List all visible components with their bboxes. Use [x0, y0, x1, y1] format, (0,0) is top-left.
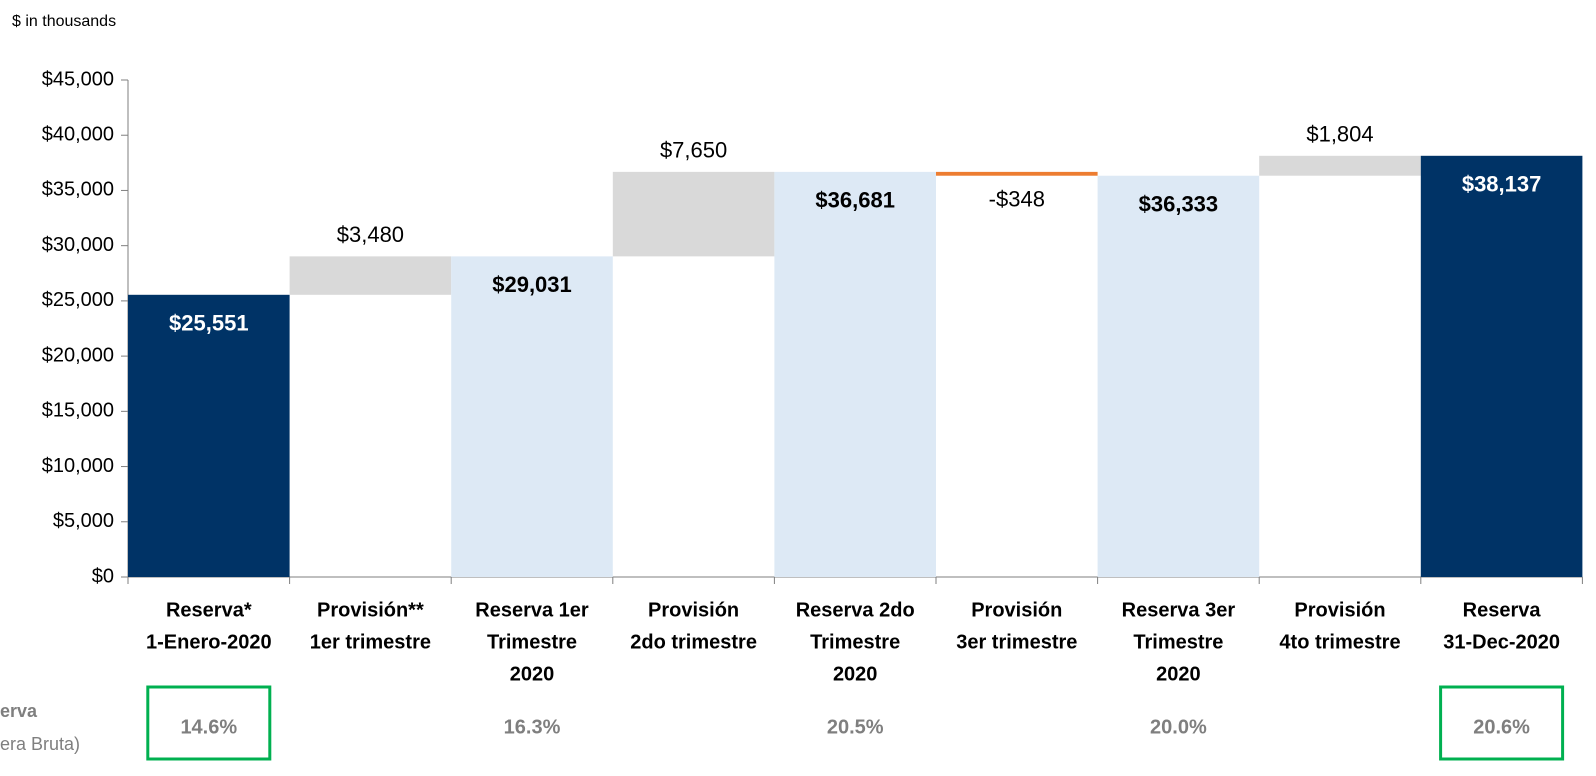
x-tick-label: Reserva*: [166, 599, 252, 621]
bar: [936, 171, 1098, 176]
value-label: $36,681: [815, 188, 895, 213]
x-tick-label: 1-Enero-2020: [146, 631, 272, 653]
x-tick-label: 2020: [1156, 663, 1201, 685]
value-label: $36,333: [1139, 192, 1219, 217]
x-tick-label: Reserva 3er: [1122, 599, 1236, 621]
value-label: -$348: [989, 187, 1045, 212]
x-tick-label: 1er trimestre: [310, 631, 431, 653]
value-label: $3,480: [337, 222, 404, 247]
y-tick-label: $15,000: [42, 400, 114, 422]
y-tick-label: $0: [92, 565, 114, 587]
y-tick-label: $40,000: [42, 124, 114, 146]
x-tick-label: Reserva 2do: [796, 599, 915, 621]
x-tick-label: 31-Dec-2020: [1443, 631, 1560, 653]
value-label: $38,137: [1462, 172, 1542, 197]
bar: [451, 256, 613, 577]
row-label: era Bruta): [0, 734, 80, 754]
ratio-label: 20.0%: [1150, 716, 1207, 738]
bar: [612, 171, 775, 257]
x-tick-label: Provisión: [971, 599, 1062, 621]
x-tick-label: 3er trimestre: [956, 631, 1077, 653]
ratio-label: 16.3%: [504, 716, 561, 738]
bar: [1097, 175, 1260, 577]
value-label: $29,031: [492, 272, 572, 297]
x-tick-label: Provisión**: [317, 599, 424, 621]
value-label: $7,650: [660, 138, 727, 163]
bar: [128, 294, 290, 577]
highlight-box: [1439, 685, 1565, 761]
bar: [1420, 155, 1583, 577]
y-tick-label: $20,000: [42, 344, 114, 366]
value-label: $1,804: [1306, 122, 1373, 147]
x-tick-label: Trimestre: [487, 631, 577, 653]
y-tick-label: $35,000: [42, 179, 114, 201]
y-tick-label: $5,000: [53, 510, 114, 532]
bar: [774, 171, 936, 578]
bar: [289, 256, 452, 295]
x-tick-label: Provisión: [648, 599, 739, 621]
ratio-label: 14.6%: [180, 716, 237, 738]
y-tick-label: $45,000: [42, 68, 114, 90]
ratio-label: 20.6%: [1473, 716, 1530, 738]
x-tick-label: Reserva 1er: [475, 599, 589, 621]
x-tick-label: 2do trimestre: [630, 631, 757, 653]
highlight-box: [146, 685, 272, 761]
value-label: $25,551: [169, 311, 249, 336]
x-tick-label: Provisión: [1294, 599, 1385, 621]
y-tick-label: $25,000: [42, 289, 114, 311]
x-tick-label: 2020: [510, 663, 555, 685]
x-tick-label: 2020: [833, 663, 878, 685]
row-label: erva: [0, 701, 38, 721]
x-tick-label: 4to trimestre: [1279, 631, 1400, 653]
x-tick-label: Reserva: [1463, 599, 1542, 621]
y-tick-label: $10,000: [42, 455, 114, 477]
ratio-label: 20.5%: [827, 716, 884, 738]
x-tick-label: Trimestre: [1133, 631, 1223, 653]
y-tick-label: $30,000: [42, 234, 114, 256]
x-tick-label: Trimestre: [810, 631, 900, 653]
chart-subtitle: $ in thousands: [12, 13, 116, 30]
bar: [1259, 155, 1421, 176]
